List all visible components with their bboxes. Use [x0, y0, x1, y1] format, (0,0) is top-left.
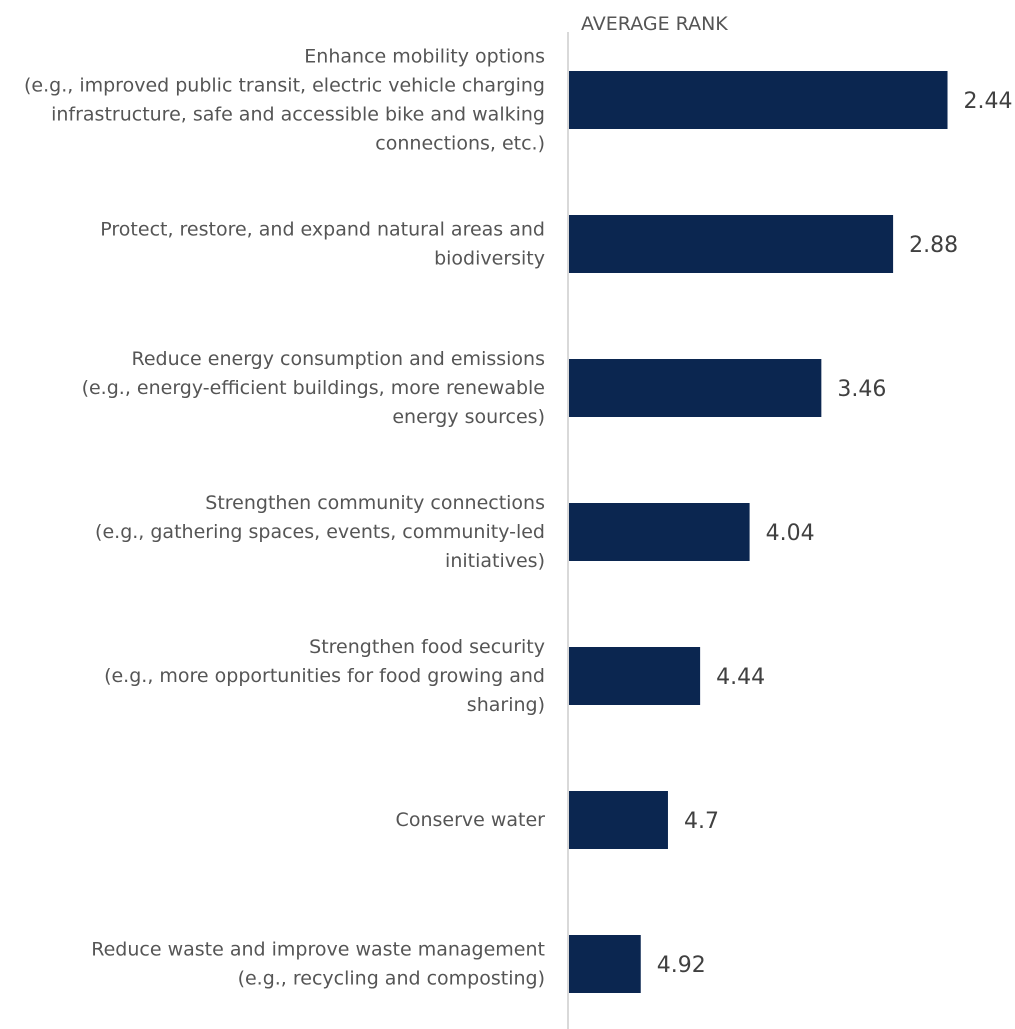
category-label-line: (e.g., more opportunities for food growi…	[104, 665, 545, 687]
category-label-line: initiatives)	[445, 550, 545, 572]
category-label-line: (e.g., gathering spaces, events, communi…	[95, 521, 545, 543]
category-label-line: energy sources)	[392, 406, 545, 428]
bar-6	[569, 791, 668, 849]
category-label-5: Strengthen food security (e.g., more oppo…	[104, 636, 545, 716]
category-label-line: (e.g., improved public transit, electric…	[24, 75, 545, 97]
category-label-line: Strengthen community connections	[205, 492, 545, 514]
category-label-1: Enhance mobility options (e.g., improved …	[24, 46, 545, 155]
category-label-3: Reduce energy consumption and emissions (…	[82, 348, 545, 428]
category-label-line: Protect, restore, and expand natural are…	[100, 219, 545, 241]
category-label-line: Enhance mobility options	[304, 46, 545, 68]
category-label-line: Reduce energy consumption and emissions	[131, 348, 545, 370]
bars-group: 2.44 Enhance mobility options (e.g., impro…	[24, 46, 1013, 993]
bar-3	[569, 359, 822, 417]
category-label-6: Conserve water	[396, 809, 546, 831]
category-label-line: connections, etc.)	[375, 133, 545, 155]
category-label-line: Strengthen food security	[309, 636, 545, 658]
category-label-2: Protect, restore, and expand natural are…	[100, 219, 545, 270]
category-label-line: infrastructure, safe and accessible bike…	[51, 104, 545, 126]
category-label-line: Conserve water	[396, 809, 546, 831]
category-label-line: (e.g., recycling and composting)	[238, 968, 545, 990]
bar-5	[569, 647, 701, 705]
value-label-7: 4.92	[657, 953, 706, 978]
bar-2	[569, 215, 894, 273]
category-label-line: (e.g., energy-efficient buildings, more …	[82, 377, 545, 399]
bar-1	[569, 71, 948, 129]
value-label-4: 4.04	[766, 521, 815, 546]
bar-7	[569, 935, 641, 993]
value-label-5: 4.44	[716, 665, 765, 690]
value-label-3: 3.46	[837, 377, 886, 402]
category-label-line: sharing)	[467, 694, 545, 716]
category-label-4: Strengthen community connections (e.g., g…	[95, 492, 545, 572]
category-label-line: Reduce waste and improve waste managemen…	[91, 939, 545, 961]
category-label-7: Reduce waste and improve waste managemen…	[91, 939, 545, 990]
value-label-6: 4.7	[684, 809, 719, 834]
chart-title: AVERAGE RANK	[581, 13, 728, 35]
value-label-2: 2.88	[909, 233, 958, 258]
value-label-1: 2.44	[964, 89, 1013, 114]
bar-4	[569, 503, 750, 561]
category-label-line: biodiversity	[434, 248, 545, 270]
